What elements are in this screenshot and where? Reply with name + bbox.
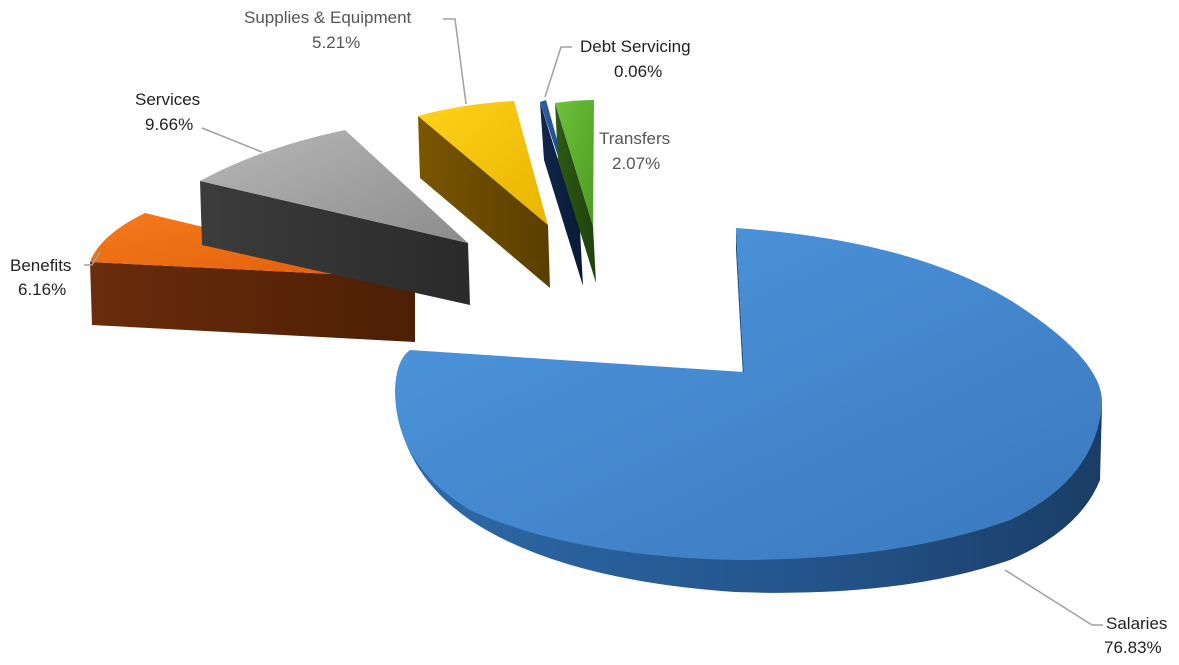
- leader-line-debt: [544, 46, 572, 98]
- leader-line-salaries: [1004, 569, 1103, 626]
- label-services-value: 9.66%: [145, 115, 193, 134]
- slice-transfers: [555, 100, 596, 283]
- label-salaries-value: 76.83%: [1104, 638, 1162, 657]
- label-debt-name: Debt Servicing: [580, 37, 691, 56]
- slice-supplies-side: [418, 116, 550, 288]
- label-benefits-name: Benefits: [10, 256, 71, 275]
- slice-services-top: [200, 130, 468, 243]
- leader-line-services: [201, 127, 263, 153]
- label-debt-value: 0.06%: [614, 62, 662, 81]
- slice-benefits-side: [90, 262, 415, 342]
- leader-lines: [84, 18, 1103, 626]
- slice-salaries-inner-wall: [736, 228, 744, 395]
- slice-salaries-top: [395, 228, 1103, 560]
- label-supplies-value: 5.21%: [312, 33, 360, 52]
- slice-supplies-top: [418, 101, 548, 225]
- slice-transfers-side: [555, 103, 596, 283]
- label-transfers-name: Transfers: [599, 129, 670, 148]
- label-salaries-name: Salaries: [1106, 614, 1167, 633]
- slice-services: [200, 130, 470, 305]
- leader-line-benefits: [84, 251, 101, 266]
- slice-supplies-equipment: [418, 101, 550, 288]
- slice-transfers-top: [555, 100, 594, 226]
- label-supplies-name: Supplies & Equipment: [244, 8, 412, 27]
- slice-salaries: [395, 228, 1103, 593]
- label-services-name: Services: [135, 90, 200, 109]
- slice-debt-side: [540, 102, 583, 286]
- label-benefits-value: 6.16%: [18, 280, 66, 299]
- data-labels: Salaries 76.83% Benefits 6.16% Services …: [10, 8, 1167, 657]
- slice-services-side: [200, 181, 470, 305]
- label-transfers-value: 2.07%: [612, 154, 660, 173]
- leader-line-supplies: [443, 18, 467, 105]
